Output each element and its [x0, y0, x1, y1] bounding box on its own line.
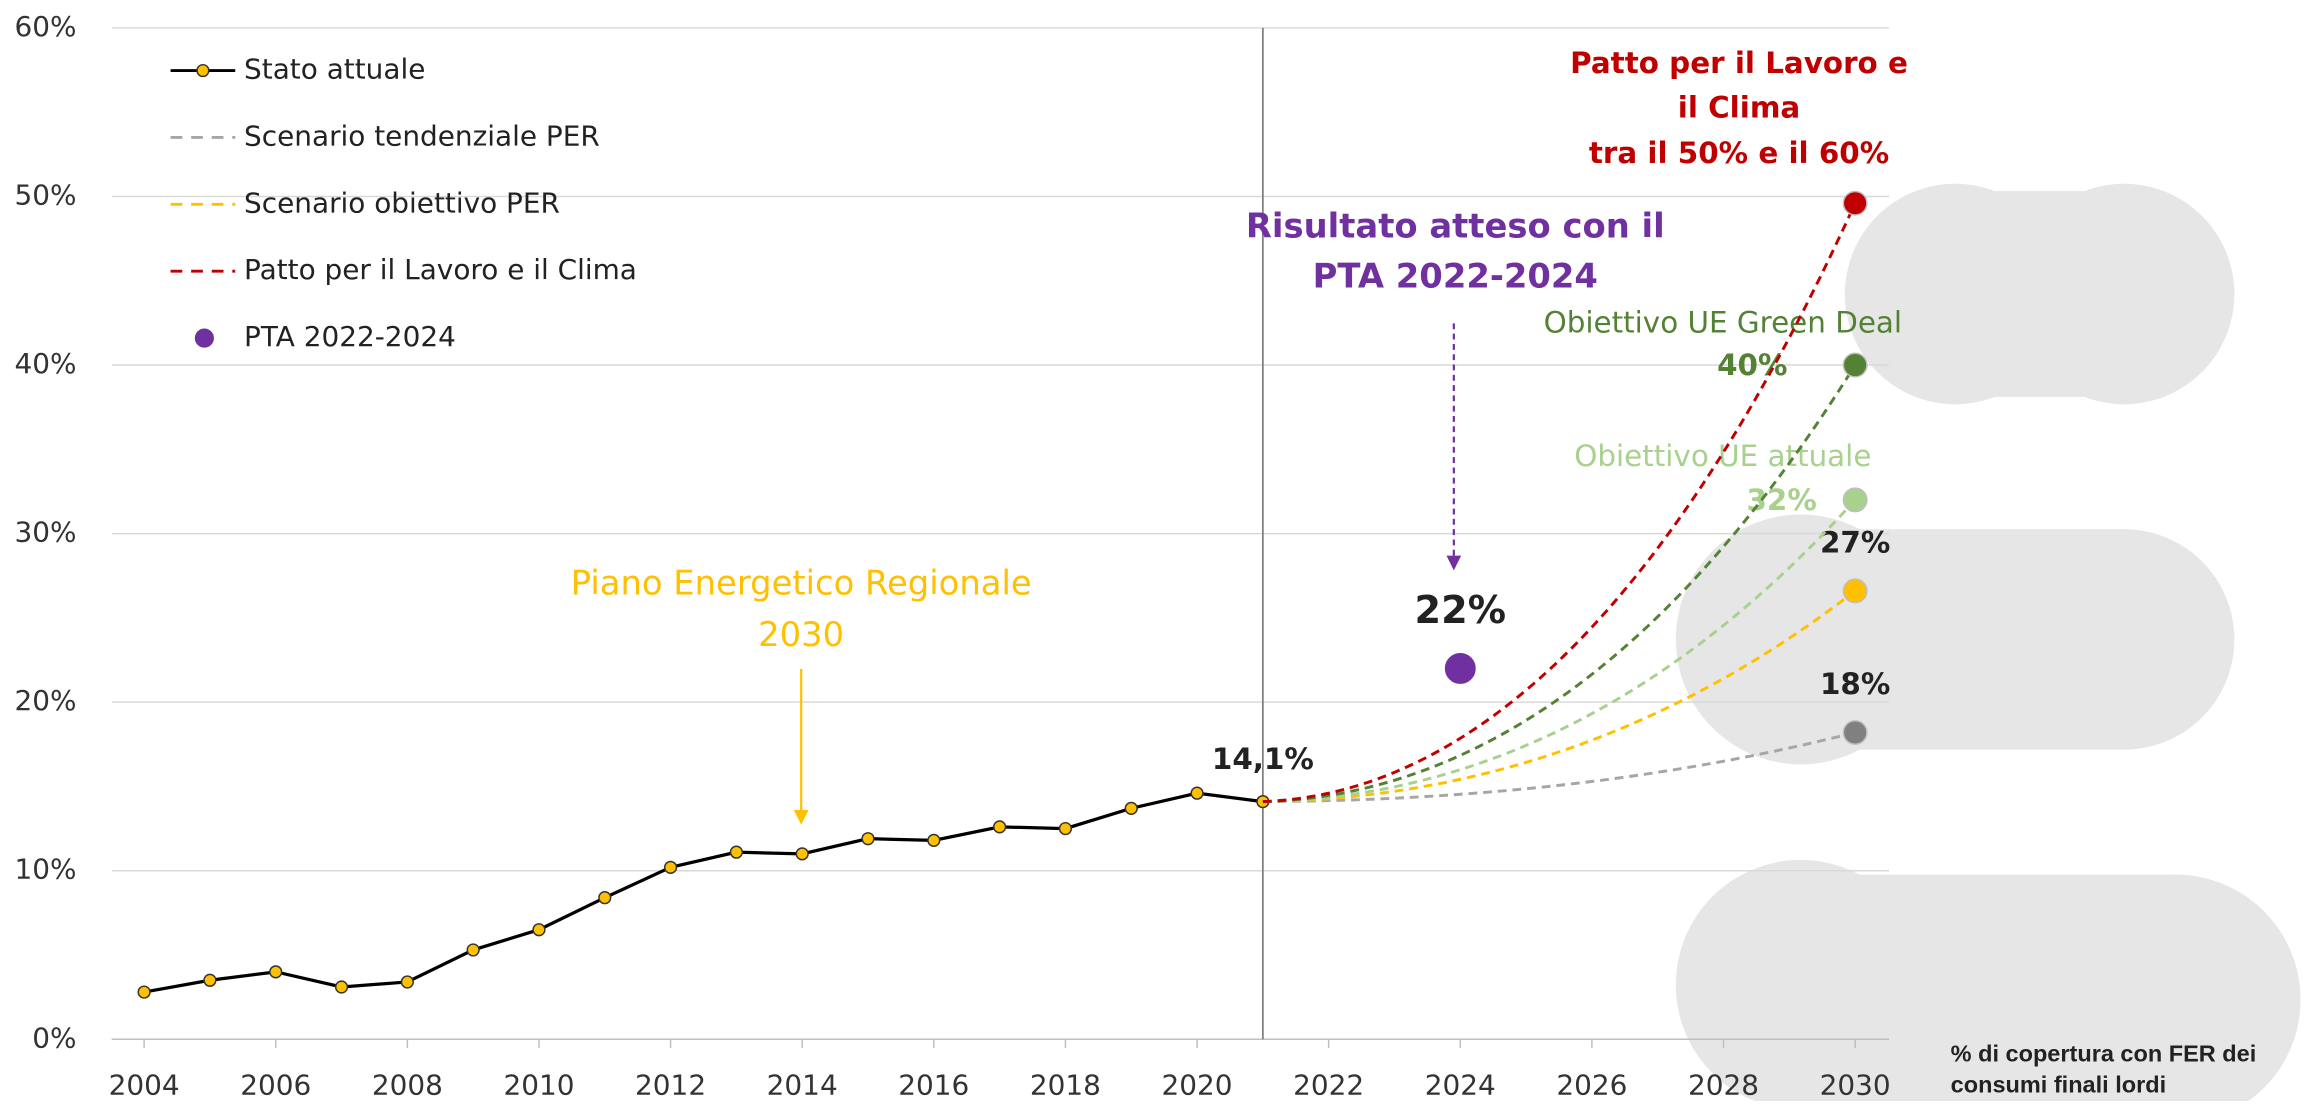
- value-label: 14,1%: [1212, 742, 1314, 776]
- annotation-per: Piano Energetico Regionale 2030: [571, 564, 1032, 825]
- annotation: PTA 2022-2024: [1313, 256, 1598, 295]
- legend-label: Scenario tendenziale PER: [244, 119, 600, 152]
- value-label: 32%: [1746, 483, 1816, 517]
- chart: 0% 10% 20% 30% 40% 50% 60% 2004 2006 2008 2010 2012…: [0, 0, 2305, 1101]
- point: [270, 966, 282, 978]
- point: [1444, 652, 1476, 684]
- value-label: 22%: [1415, 589, 1506, 633]
- point: [1843, 579, 1867, 603]
- arrow-head: [1446, 556, 1461, 571]
- value-label: 40%: [1717, 348, 1787, 382]
- x-tick-label: 2014: [767, 1068, 838, 1101]
- point: [1843, 721, 1867, 745]
- y-tick-label: 60%: [14, 10, 76, 43]
- series-name: Obiettivo UE attuale: [1574, 439, 1871, 473]
- legend: Stato attuale Scenario tendenziale PER Sce…: [171, 53, 637, 354]
- point: [467, 944, 479, 956]
- x-tick-label: 2012: [635, 1068, 706, 1101]
- point: [533, 924, 545, 936]
- x-tick-label: 2030: [1820, 1068, 1891, 1101]
- y-tick-label: 30%: [14, 516, 76, 549]
- series-name: Obiettivo UE Green Deal: [1544, 305, 1902, 339]
- annotation: 2030: [758, 615, 844, 654]
- page: {"chart_data": { "type": "line", "xlim":…: [0, 0, 2305, 1105]
- point: [1060, 823, 1072, 835]
- legend-label: Patto per il Lavoro e il Clima: [244, 253, 637, 286]
- annotation: Piano Energetico Regionale: [571, 564, 1032, 603]
- grid: 0% 10% 20% 30% 40% 50% 60% 2004 2006 2008 2010 2012…: [14, 10, 1890, 1101]
- point: [796, 848, 808, 860]
- x-tick-label: 2026: [1556, 1068, 1627, 1101]
- x-tick-label: 2006: [240, 1068, 311, 1101]
- annotation-pta: Risultato atteso con il PTA 2022-2024: [1246, 206, 1665, 570]
- point: [731, 846, 743, 858]
- legend-label: Stato attuale: [244, 53, 425, 86]
- x-tick-label: 2020: [1162, 1068, 1233, 1101]
- point: [994, 821, 1006, 833]
- x-tick-label: 2028: [1688, 1068, 1759, 1101]
- point: [336, 981, 348, 993]
- x-tick-label: 2010: [503, 1068, 574, 1101]
- y-tick-label: 0%: [32, 1021, 76, 1054]
- point: [1843, 191, 1867, 215]
- point: [401, 976, 413, 988]
- point: [1843, 488, 1867, 512]
- point: [204, 974, 216, 986]
- annotation: Patto per il Lavoro e: [1570, 46, 1908, 80]
- annotation-patto: Patto per il Lavoro e il Clima tra il 50…: [1570, 46, 1908, 170]
- y-tick-label: 10%: [14, 853, 76, 886]
- point: [599, 892, 611, 904]
- point: [138, 986, 150, 998]
- y-tick-label: 40%: [14, 347, 76, 380]
- annotation: tra il 50% e il 60%: [1589, 136, 1889, 170]
- annotation: il Clima: [1678, 90, 1801, 124]
- point: [665, 861, 677, 873]
- x-tick-label: 2004: [109, 1068, 180, 1101]
- point: [928, 834, 940, 846]
- legend-label: PTA 2022-2024: [244, 320, 456, 353]
- note: consumi finali lordi: [1951, 1072, 2166, 1098]
- legend-label: Scenario obiettivo PER: [244, 186, 560, 219]
- y-tick-label: 50%: [14, 178, 76, 211]
- legend-marker: [197, 65, 209, 77]
- value-label: 18%: [1820, 667, 1890, 701]
- point: [1843, 353, 1867, 377]
- x-tick-label: 2024: [1425, 1068, 1496, 1101]
- series-line: [144, 793, 1263, 992]
- point: [862, 833, 874, 845]
- point: [1191, 787, 1203, 799]
- note: % di copertura con FER dei: [1951, 1041, 2257, 1067]
- y-tick-label: 20%: [14, 684, 76, 717]
- arrow-head: [794, 810, 809, 825]
- x-tick-label: 2022: [1293, 1068, 1364, 1101]
- point: [1125, 802, 1137, 814]
- x-tick-label: 2018: [1030, 1068, 1101, 1101]
- x-tick-label: 2008: [372, 1068, 443, 1101]
- x-tick-label: 2016: [898, 1068, 969, 1101]
- legend-marker: [194, 328, 215, 349]
- value-label: 27%: [1820, 525, 1890, 559]
- annotation: Risultato atteso con il: [1246, 206, 1665, 245]
